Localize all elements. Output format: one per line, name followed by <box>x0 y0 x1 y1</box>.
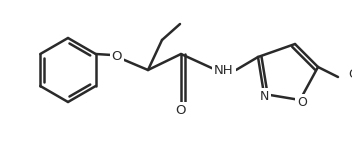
Text: O: O <box>112 51 122 63</box>
Text: CH₃: CH₃ <box>348 68 352 82</box>
Text: O: O <box>176 104 186 116</box>
Text: O: O <box>297 96 307 108</box>
Text: NH: NH <box>214 63 234 77</box>
Text: N: N <box>259 89 269 103</box>
